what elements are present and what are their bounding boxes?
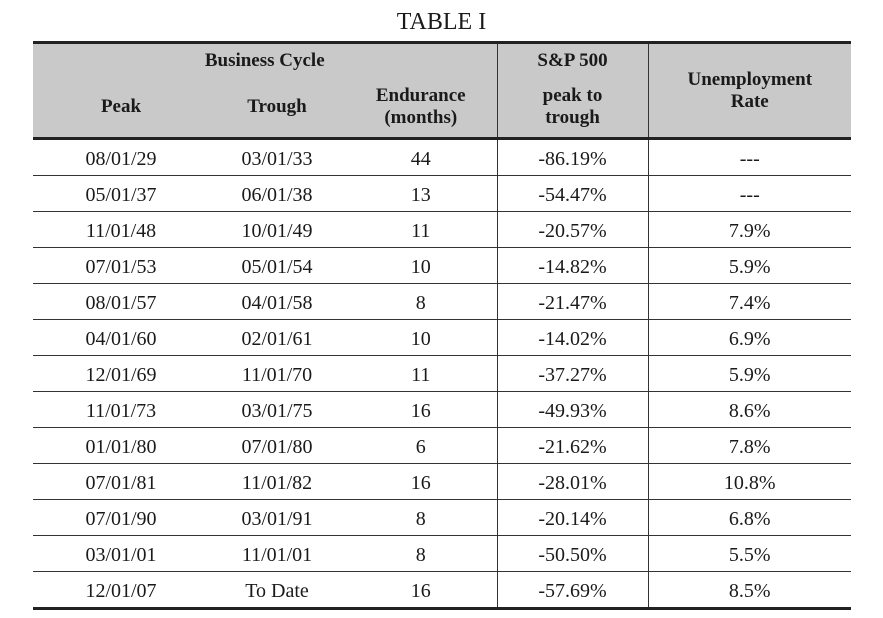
header-endurance: Endurance (months): [345, 77, 498, 139]
cell-endurance: 10: [345, 247, 498, 284]
table-title: TABLE I: [396, 9, 487, 35]
cell-trough: 03/01/91: [209, 499, 345, 536]
table-row: 07/01/81 11/01/82 16 -28.01% 10.8%: [33, 463, 851, 500]
cell-trough: 05/01/54: [209, 247, 345, 284]
header-endurance-line1: Endurance: [375, 85, 466, 106]
cell-unemployment-rate: 10.8%: [648, 463, 851, 500]
table-row: 07/01/90 03/01/91 8 -20.14% 6.8%: [33, 499, 851, 536]
cell-peak: 01/01/80: [33, 427, 209, 464]
cell-trough: 10/01/49: [209, 211, 345, 248]
table-row: 05/01/37 06/01/38 13 -54.47% ---: [33, 175, 851, 212]
cell-unemployment-rate: 7.9%: [648, 211, 851, 248]
cell-trough: 11/01/01: [209, 535, 345, 572]
header-unemployment-line2: Rate: [730, 90, 769, 112]
table-row: 11/01/73 03/01/75 16 -49.93% 8.6%: [33, 391, 851, 428]
cell-peak: 07/01/90: [33, 499, 209, 536]
cell-unemployment-rate: 5.9%: [648, 355, 851, 392]
table-body: 08/01/29 03/01/33 44 -86.19% --- 05/01/37 06/0…: [33, 138, 851, 610]
cell-endurance: 6: [345, 427, 498, 464]
cell-unemployment-rate: 8.5%: [648, 571, 851, 610]
cell-trough: 07/01/80: [209, 427, 345, 464]
table-row: 11/01/48 10/01/49 11 -20.57% 7.9%: [33, 211, 851, 248]
cell-sp500-change: -21.62%: [497, 427, 649, 464]
cell-unemployment-rate: ---: [648, 175, 851, 212]
cell-peak: 11/01/48: [33, 211, 209, 248]
cell-endurance: 13: [345, 175, 498, 212]
cell-endurance: 16: [345, 463, 498, 500]
cell-sp500-change: -14.82%: [497, 247, 649, 284]
cell-peak: 04/01/60: [33, 319, 209, 356]
table-row: 08/01/57 04/01/58 8 -21.47% 7.4%: [33, 283, 851, 320]
table-row: 01/01/80 07/01/80 6 -21.62% 7.8%: [33, 427, 851, 464]
cell-sp500-change: -54.47%: [497, 175, 649, 212]
cell-trough: 03/01/33: [209, 138, 345, 176]
table-row: 12/01/69 11/01/70 11 -37.27% 5.9%: [33, 355, 851, 392]
cell-endurance: 8: [345, 535, 498, 572]
table-row: 08/01/29 03/01/33 44 -86.19% ---: [33, 138, 851, 176]
table-row: 03/01/01 11/01/01 8 -50.50% 5.5%: [33, 535, 851, 572]
cell-sp500-change: -57.69%: [497, 571, 649, 610]
cell-trough: To Date: [209, 571, 345, 610]
cell-peak: 07/01/53: [33, 247, 209, 284]
cell-endurance: 10: [345, 319, 498, 356]
business-cycle-table: Business Cycle S&P 500 Unemployment Rate…: [33, 41, 851, 610]
header-unemployment-line1: Unemployment: [687, 68, 813, 90]
cell-sp500-change: -86.19%: [497, 138, 649, 176]
cell-unemployment-rate: 7.8%: [648, 427, 851, 464]
table-header: Business Cycle S&P 500 Unemployment Rate…: [33, 42, 851, 139]
header-unemployment-rate: Unemployment Rate: [648, 42, 851, 139]
cell-sp500-change: -37.27%: [497, 355, 649, 392]
header-sp500: S&P 500: [497, 42, 649, 77]
cell-unemployment-rate: 5.9%: [648, 247, 851, 284]
cell-unemployment-rate: 7.4%: [648, 283, 851, 320]
cell-trough: 04/01/58: [209, 283, 345, 320]
cell-unemployment-rate: 5.5%: [648, 535, 851, 572]
cell-trough: 02/01/61: [209, 319, 345, 356]
cell-trough: 11/01/70: [209, 355, 345, 392]
cell-peak: 08/01/57: [33, 283, 209, 320]
header-sp500-sub-line2: trough: [545, 107, 600, 128]
cell-endurance: 8: [345, 499, 498, 536]
cell-peak: 03/01/01: [33, 535, 209, 572]
cell-trough: 11/01/82: [209, 463, 345, 500]
cell-unemployment-rate: 6.8%: [648, 499, 851, 536]
cell-peak: 08/01/29: [33, 138, 209, 176]
cell-sp500-change: -28.01%: [497, 463, 649, 500]
cell-peak: 05/01/37: [33, 175, 209, 212]
cell-unemployment-rate: ---: [648, 138, 851, 176]
cell-endurance: 44: [345, 138, 498, 176]
table-row: 12/01/07 To Date 16 -57.69% 8.5%: [33, 571, 851, 610]
cell-endurance: 16: [345, 391, 498, 428]
header-sp500-sub-line1: peak to: [542, 85, 603, 106]
header-peak: Peak: [33, 77, 209, 139]
cell-sp500-change: -21.47%: [497, 283, 649, 320]
cell-sp500-change: -14.02%: [497, 319, 649, 356]
cell-unemployment-rate: 6.9%: [648, 319, 851, 356]
cell-peak: 11/01/73: [33, 391, 209, 428]
cell-trough: 03/01/75: [209, 391, 345, 428]
table-row: 07/01/53 05/01/54 10 -14.82% 5.9%: [33, 247, 851, 284]
cell-endurance: 11: [345, 355, 498, 392]
cell-sp500-change: -50.50%: [497, 535, 649, 572]
cell-peak: 12/01/69: [33, 355, 209, 392]
cell-sp500-change: -20.57%: [497, 211, 649, 248]
cell-sp500-change: -49.93%: [497, 391, 649, 428]
cell-endurance: 11: [345, 211, 498, 248]
header-business-cycle: Business Cycle: [33, 42, 498, 77]
cell-sp500-change: -20.14%: [497, 499, 649, 536]
cell-peak: 12/01/07: [33, 571, 209, 610]
header-endurance-line2: (months): [384, 107, 458, 128]
cell-unemployment-rate: 8.6%: [648, 391, 851, 428]
cell-trough: 06/01/38: [209, 175, 345, 212]
cell-endurance: 16: [345, 571, 498, 610]
header-trough: Trough: [209, 77, 345, 139]
header-sp500-peak-to-trough: peak to trough: [497, 77, 649, 139]
table-row: 04/01/60 02/01/61 10 -14.02% 6.9%: [33, 319, 851, 356]
cell-peak: 07/01/81: [33, 463, 209, 500]
cell-endurance: 8: [345, 283, 498, 320]
